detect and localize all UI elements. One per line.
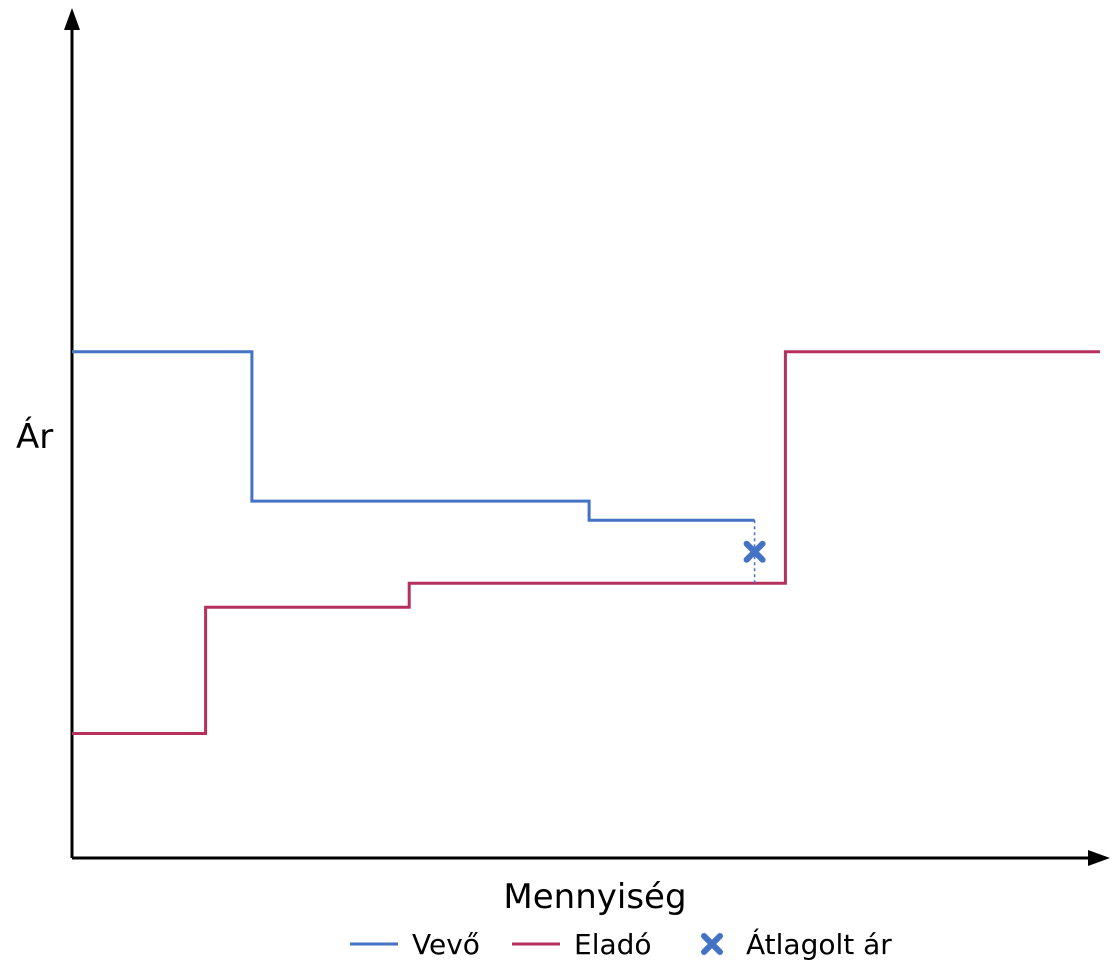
series-line-vevo [72,350,755,522]
legend: Vevő Eladó Átlagolt ár [350,927,892,960]
averaged-price-x-marker [743,540,766,563]
marker-layer [743,520,766,584]
series-line-elado [72,350,1100,735]
x-axis-label: Mennyiség [503,877,686,917]
legend-label-vevo: Vevő [412,928,480,960]
legend-x-marker-icon [701,933,723,955]
y-axis-label: Ár [16,416,53,457]
legend-label-atlagolt-ar: Átlagolt ár [746,927,892,960]
legend-x-marker-glyph [701,933,723,955]
series-layer [72,350,1100,735]
x-axis-arrowhead [1088,850,1110,866]
y-axis-arrowhead [64,8,80,30]
legend-label-elado: Eladó [574,928,652,960]
